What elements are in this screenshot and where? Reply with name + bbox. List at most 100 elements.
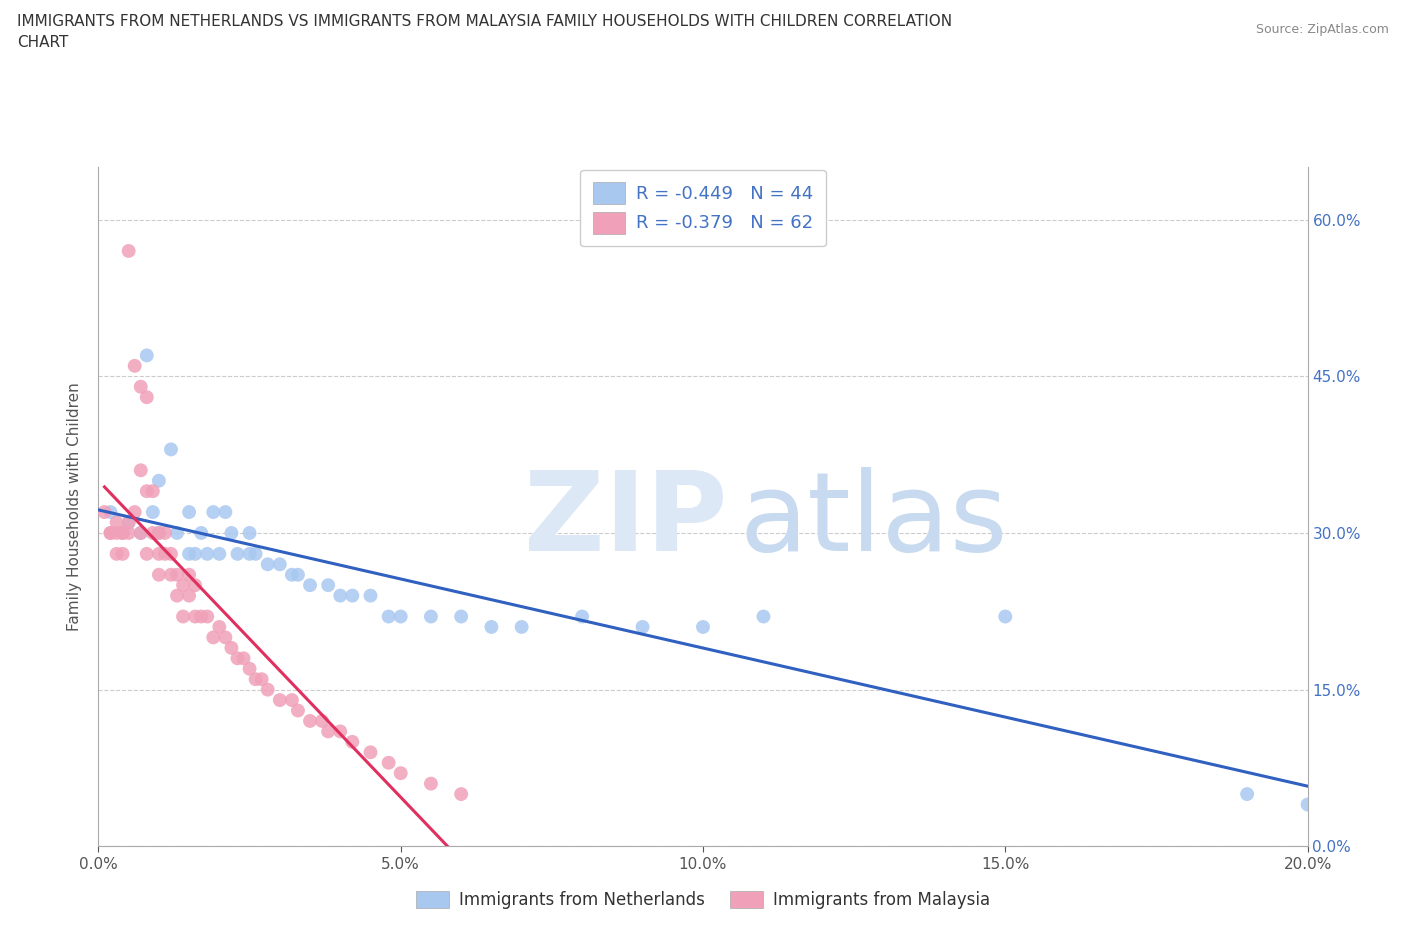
Point [631, 619, 654, 634]
Legend: R = -0.449   N = 44, R = -0.379   N = 62: R = -0.449 N = 44, R = -0.379 N = 62 [581, 169, 825, 246]
Point [160, 567, 183, 582]
Point [269, 557, 291, 572]
Point [510, 619, 533, 634]
Point [160, 442, 183, 457]
Text: ZIP: ZIP [524, 467, 727, 574]
Point [281, 567, 304, 582]
Point [256, 557, 278, 572]
Point [221, 641, 243, 656]
Text: atlas: atlas [740, 467, 1008, 574]
Point [166, 588, 188, 603]
Point [450, 787, 472, 802]
Point [179, 547, 201, 562]
Point [93, 505, 115, 520]
Point [202, 505, 225, 520]
Point [129, 525, 152, 540]
Point [269, 693, 291, 708]
Point [994, 609, 1017, 624]
Point [184, 578, 207, 592]
Point [172, 609, 194, 624]
Point [190, 525, 212, 540]
Point [281, 693, 304, 708]
Point [316, 724, 339, 738]
Point [377, 755, 399, 770]
Point [135, 547, 157, 562]
Point [124, 505, 146, 520]
Point [571, 609, 593, 624]
Point [142, 525, 165, 540]
Point [118, 525, 141, 540]
Point [287, 567, 309, 582]
Point [1296, 797, 1319, 812]
Point [389, 765, 412, 780]
Point [172, 578, 194, 592]
Point [118, 244, 141, 259]
Point [179, 588, 201, 603]
Point [118, 515, 141, 530]
Point [142, 484, 165, 498]
Point [221, 525, 243, 540]
Point [100, 505, 122, 520]
Point [179, 567, 201, 582]
Point [148, 525, 170, 540]
Point [166, 567, 188, 582]
Point [342, 588, 364, 603]
Point [214, 505, 236, 520]
Point [105, 525, 128, 540]
Point [195, 547, 218, 562]
Point [316, 578, 339, 592]
Point [160, 547, 183, 562]
Point [100, 525, 122, 540]
Text: IMMIGRANTS FROM NETHERLANDS VS IMMIGRANTS FROM MALAYSIA FAMILY HOUSEHOLDS WITH C: IMMIGRANTS FROM NETHERLANDS VS IMMIGRANT… [17, 14, 952, 29]
Point [135, 484, 157, 498]
Point [481, 619, 503, 634]
Point [239, 525, 262, 540]
Point [752, 609, 775, 624]
Point [360, 588, 382, 603]
Point [256, 683, 278, 698]
Point [250, 671, 273, 686]
Point [208, 547, 231, 562]
Point [226, 651, 249, 666]
Point [129, 525, 152, 540]
Point [389, 609, 412, 624]
Point [129, 463, 152, 478]
Point [148, 525, 170, 540]
Point [190, 609, 212, 624]
Point [239, 547, 262, 562]
Y-axis label: Family Households with Children: Family Households with Children [67, 382, 83, 631]
Point [245, 547, 267, 562]
Point [299, 578, 322, 592]
Point [214, 630, 236, 644]
Point [245, 671, 267, 686]
Point [148, 473, 170, 488]
Point [287, 703, 309, 718]
Point [239, 661, 262, 676]
Point [118, 515, 141, 530]
Text: CHART: CHART [17, 35, 69, 50]
Point [202, 630, 225, 644]
Point [153, 547, 176, 562]
Point [111, 547, 134, 562]
Point [100, 525, 122, 540]
Point [450, 609, 472, 624]
Point [360, 745, 382, 760]
Point [135, 348, 157, 363]
Point [184, 609, 207, 624]
Point [208, 619, 231, 634]
Point [329, 588, 352, 603]
Point [420, 777, 443, 791]
Point [105, 547, 128, 562]
Point [226, 547, 249, 562]
Point [420, 609, 443, 624]
Point [129, 379, 152, 394]
Point [142, 505, 165, 520]
Point [1236, 787, 1258, 802]
Point [329, 724, 352, 738]
Text: Source: ZipAtlas.com: Source: ZipAtlas.com [1256, 23, 1389, 36]
Point [311, 713, 333, 728]
Point [135, 390, 157, 405]
Point [124, 358, 146, 373]
Point [299, 713, 322, 728]
Point [148, 567, 170, 582]
